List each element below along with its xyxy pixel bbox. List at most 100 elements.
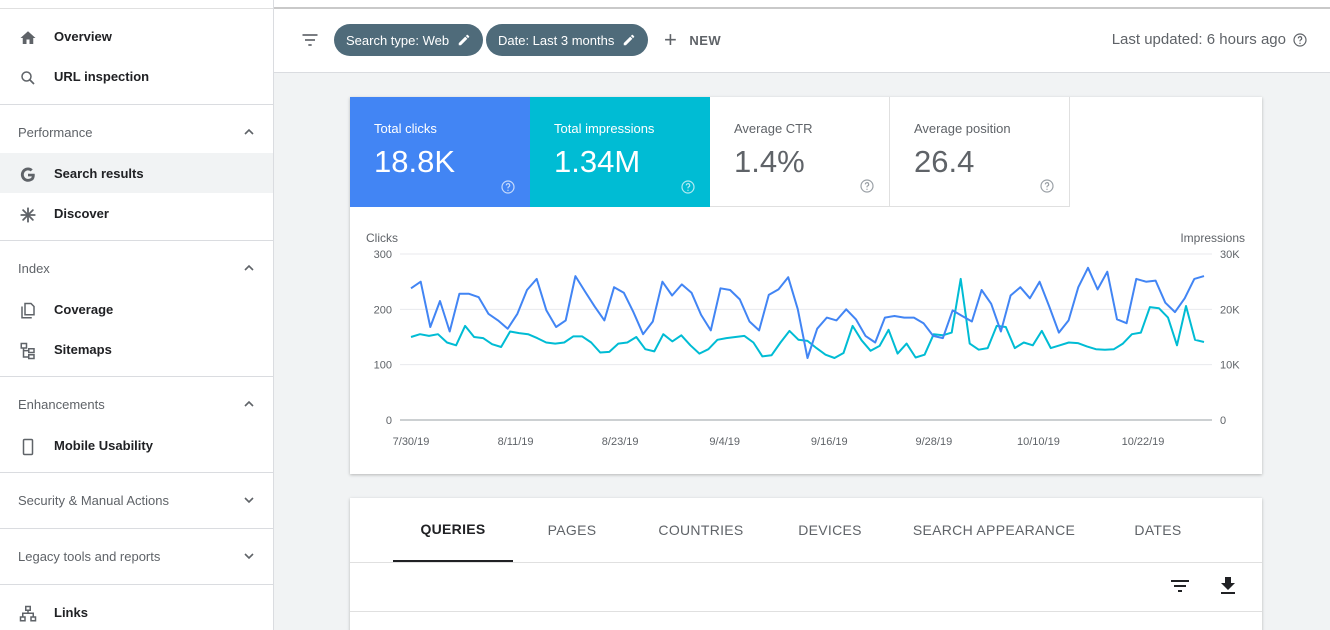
metric-value: 26.4 <box>914 144 975 179</box>
section-security[interactable]: Security & Manual Actions <box>0 480 273 520</box>
help-icon[interactable] <box>859 178 875 194</box>
phone-icon <box>18 437 38 457</box>
y-axis-label-right: Impressions <box>1180 231 1245 245</box>
sidebar-item-label: Mobile Usability <box>54 437 153 453</box>
x-tick-label: 7/30/19 <box>393 436 430 448</box>
section-performance[interactable]: Performance <box>0 112 273 152</box>
new-filter-button[interactable]: + NEW <box>664 27 722 52</box>
date-chip[interactable]: Date: Last 3 months <box>486 24 649 56</box>
chevron-up-icon <box>244 264 254 271</box>
performance-chart-card: Total clicks 18.8K Total impressions 1.3… <box>350 97 1262 474</box>
metric-label: Average position <box>914 121 1011 136</box>
series-line-impressions <box>410 277 1205 359</box>
tab-dates[interactable]: DATES <box>1134 522 1182 538</box>
sidebar-item-label: Sitemaps <box>54 341 112 357</box>
download-icon[interactable] <box>1216 574 1240 598</box>
tab-search-appearance[interactable]: SEARCH APPEARANCE <box>912 522 1076 538</box>
y-tick-label-left: 200 <box>374 304 392 316</box>
metric-total-clicks[interactable]: Total clicks 18.8K <box>350 97 530 207</box>
sidebar-item-search-results[interactable]: Search results <box>0 153 273 193</box>
sidebar-item-discover[interactable]: Discover <box>0 193 273 233</box>
chevron-down-icon <box>244 497 254 504</box>
y-axis-label-left: Clicks <box>366 231 398 245</box>
search-icon <box>18 68 38 88</box>
sidebar-item-label: Links <box>54 604 88 620</box>
metric-total-impressions[interactable]: Total impressions 1.34M <box>530 97 710 207</box>
help-icon[interactable] <box>1292 32 1308 48</box>
sidebar-item-label: URL inspection <box>54 68 150 84</box>
help-icon[interactable] <box>1039 178 1055 194</box>
tab-queries[interactable]: QUERIES <box>393 498 513 562</box>
dimension-table-card: QUERIES PAGES COUNTRIES DEVICES SEARCH A… <box>350 498 1262 630</box>
sidebar-item-coverage[interactable]: Coverage <box>0 289 273 329</box>
section-title: Index <box>18 261 50 276</box>
x-tick-label: 8/11/19 <box>498 436 534 448</box>
section-legacy[interactable]: Legacy tools and reports <box>0 536 273 576</box>
section-title: Legacy tools and reports <box>18 549 161 564</box>
chip-label: Search type: Web <box>346 32 450 48</box>
tab-devices[interactable]: DEVICES <box>798 522 862 538</box>
x-tick-label: 10/22/19 <box>1122 436 1165 448</box>
sidebar-divider <box>0 104 273 105</box>
x-tick-label: 9/4/19 <box>709 436 740 448</box>
sidebar-item-overview[interactable]: Overview <box>0 16 273 56</box>
y-tick-label-left: 300 <box>374 249 392 261</box>
header-divider <box>274 0 1330 9</box>
section-title: Security & Manual Actions <box>18 493 170 508</box>
sidebar-item-label: Coverage <box>54 301 114 317</box>
filter-bar: Search type: Web Date: Last 3 months + N… <box>274 0 1330 73</box>
filter-icon[interactable] <box>300 30 320 55</box>
copy-icon <box>18 301 38 321</box>
section-title: Performance <box>18 125 93 140</box>
metric-label: Total impressions <box>554 121 655 136</box>
y-tick-label-right: 10K <box>1220 360 1240 372</box>
metric-average-ctr[interactable]: Average CTR 1.4% <box>710 97 890 207</box>
tab-pages[interactable]: PAGES <box>547 522 597 538</box>
metric-label: Total clicks <box>374 121 437 136</box>
plus-icon: + <box>664 27 678 52</box>
links-icon <box>18 604 38 624</box>
home-icon <box>18 28 38 48</box>
tabs-divider <box>350 562 1262 563</box>
sitemap-icon <box>18 341 38 361</box>
x-tick-label: 9/16/19 <box>811 436 848 448</box>
y-tick-label-right: 30K <box>1220 249 1240 261</box>
sidebar: Overview URL inspection Performance Sear… <box>0 0 274 630</box>
chip-label: Date: Last 3 months <box>498 32 615 48</box>
table-divider <box>350 611 1262 612</box>
tab-countries[interactable]: COUNTRIES <box>658 522 744 538</box>
sidebar-item-url-inspection[interactable]: URL inspection <box>0 56 273 96</box>
sidebar-item-links[interactable]: Links <box>0 592 273 630</box>
sidebar-item-label: Discover <box>54 205 109 221</box>
filter-rows-icon[interactable] <box>1168 574 1192 598</box>
sidebar-top-divider <box>0 0 273 9</box>
help-icon[interactable] <box>500 179 516 195</box>
search-type-chip[interactable]: Search type: Web <box>334 24 484 56</box>
sidebar-item-label: Overview <box>54 28 112 44</box>
x-tick-label: 9/28/19 <box>916 436 953 448</box>
x-tick-label: 10/10/19 <box>1017 436 1060 448</box>
sidebar-item-mobile-usability[interactable]: Mobile Usability <box>0 425 273 465</box>
y-tick-label-right: 20K <box>1220 304 1240 316</box>
series-line-clicks <box>410 266 1205 359</box>
y-tick-label-right: 0 <box>1220 415 1226 427</box>
last-updated-text: Last updated: 6 hours ago <box>1111 31 1286 48</box>
metric-average-position[interactable]: Average position 26.4 <box>890 97 1070 207</box>
pencil-icon <box>624 34 635 46</box>
google-g-icon <box>18 165 38 185</box>
x-tick-label: 8/23/19 <box>602 436 639 448</box>
metric-value: 18.8K <box>374 144 456 179</box>
sidebar-item-sitemaps[interactable]: Sitemaps <box>0 329 273 369</box>
sidebar-item-label: Search results <box>54 165 144 181</box>
metric-value: 1.34M <box>554 144 641 179</box>
chevron-up-icon <box>244 128 254 135</box>
help-icon[interactable] <box>680 179 696 195</box>
section-index[interactable]: Index <box>0 248 273 288</box>
new-button-label: NEW <box>689 32 722 48</box>
section-enhancements[interactable]: Enhancements <box>0 384 273 424</box>
chevron-down-icon <box>244 553 254 560</box>
asterisk-icon <box>18 205 38 225</box>
pencil-icon <box>458 34 470 46</box>
metric-value: 1.4% <box>734 144 805 179</box>
